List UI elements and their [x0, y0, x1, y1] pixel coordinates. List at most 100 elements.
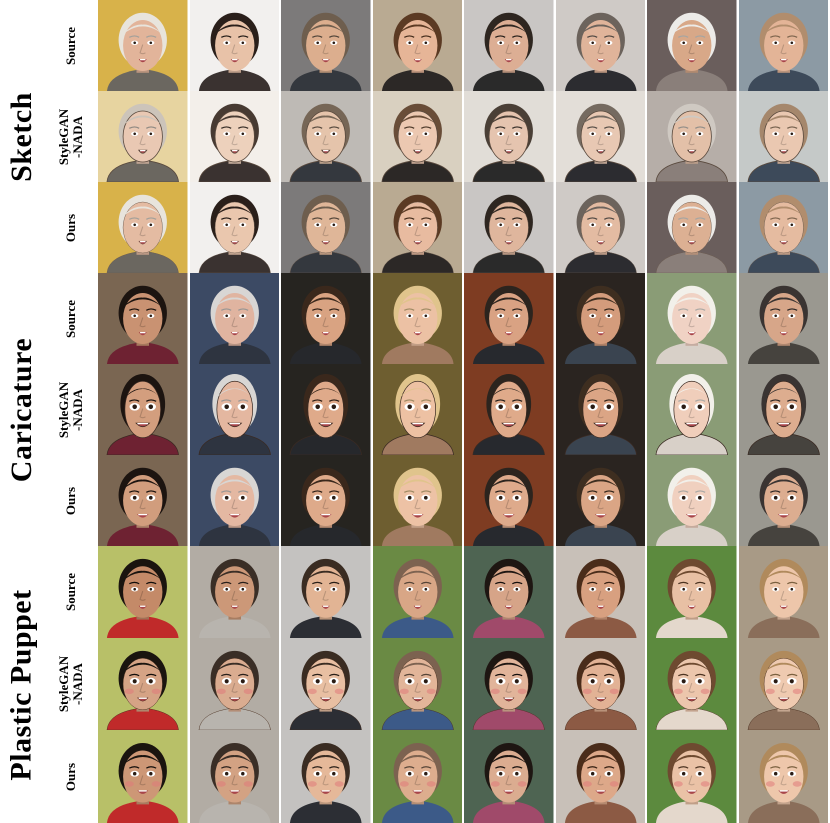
portrait-image	[98, 364, 188, 455]
portrait-image	[464, 364, 554, 455]
portrait-image	[647, 182, 737, 273]
portrait-image	[98, 91, 188, 182]
portrait-image	[189, 546, 279, 638]
image-row	[98, 546, 828, 638]
group-sketch: Sketch Source	[0, 0, 830, 273]
portrait-image	[647, 273, 737, 364]
row-source: Source	[0, 546, 830, 638]
portrait-image	[372, 91, 462, 182]
portrait-image	[555, 455, 645, 546]
portrait-image	[98, 273, 188, 364]
portrait-image	[555, 364, 645, 455]
image-row	[98, 91, 828, 182]
portrait-image	[464, 182, 554, 273]
portrait-image	[555, 182, 645, 273]
portrait-image	[464, 273, 554, 364]
portrait-image	[98, 546, 188, 638]
row-label: StyleGAN -NADA	[56, 655, 85, 713]
portrait-image	[738, 273, 828, 364]
portrait-image	[372, 546, 462, 638]
portrait-image	[464, 91, 554, 182]
portrait-image	[372, 364, 462, 455]
row-label: Source	[62, 299, 78, 338]
image-row	[98, 273, 828, 364]
portrait-image	[189, 455, 279, 546]
row-label: Ours	[62, 762, 78, 791]
image-row	[98, 455, 828, 546]
row-stylegan-nada: StyleGAN -NADA	[0, 364, 830, 455]
row-source: Source	[0, 0, 830, 91]
portrait-image	[647, 364, 737, 455]
row-label: StyleGAN -NADA	[56, 381, 85, 438]
portrait-image	[372, 182, 462, 273]
portrait-image	[281, 91, 371, 182]
portrait-image	[555, 273, 645, 364]
portrait-image	[738, 182, 828, 273]
portrait-image	[738, 730, 828, 823]
portrait-image	[281, 0, 371, 91]
portrait-image	[281, 455, 371, 546]
row-label: Source	[62, 26, 78, 65]
portrait-image	[464, 455, 554, 546]
portrait-image	[281, 182, 371, 273]
portrait-image	[555, 730, 645, 823]
portrait-image	[464, 546, 554, 638]
portrait-image	[738, 91, 828, 182]
row-stylegan-nada: StyleGAN -NADA	[0, 91, 830, 182]
row-ours: Ours	[0, 455, 830, 546]
portrait-image	[98, 0, 188, 91]
portrait-image	[372, 273, 462, 364]
image-row	[98, 730, 828, 823]
portrait-image	[189, 273, 279, 364]
row-label: Ours	[62, 486, 78, 515]
portrait-image	[372, 0, 462, 91]
portrait-image	[555, 91, 645, 182]
portrait-image	[281, 273, 371, 364]
portrait-image	[555, 638, 645, 730]
portrait-image	[464, 0, 554, 91]
portrait-image	[647, 638, 737, 730]
portrait-image	[281, 730, 371, 823]
portrait-image	[555, 0, 645, 91]
portrait-image	[98, 182, 188, 273]
portrait-image	[647, 730, 737, 823]
portrait-image	[372, 455, 462, 546]
portrait-image	[189, 0, 279, 91]
image-row	[98, 0, 828, 91]
portrait-image	[738, 455, 828, 546]
row-label: StyleGAN -NADA	[56, 108, 85, 165]
portrait-image	[372, 638, 462, 730]
portrait-image	[189, 182, 279, 273]
portrait-image	[647, 455, 737, 546]
image-row	[98, 182, 828, 273]
row-label: Source	[62, 572, 78, 612]
portrait-image	[281, 638, 371, 730]
portrait-image	[372, 730, 462, 823]
portrait-image	[98, 455, 188, 546]
portrait-image	[647, 0, 737, 91]
group-plastic-puppet: Plastic Puppet Source	[0, 546, 830, 823]
portrait-image	[738, 364, 828, 455]
image-row	[98, 638, 828, 730]
portrait-image	[281, 546, 371, 638]
group-caricature: Caricature Source	[0, 273, 830, 546]
portrait-image	[738, 638, 828, 730]
row-source: Source	[0, 273, 830, 364]
portrait-image	[281, 364, 371, 455]
portrait-image	[464, 638, 554, 730]
portrait-image	[189, 91, 279, 182]
portrait-image	[738, 546, 828, 638]
row-ours: Ours	[0, 730, 830, 823]
row-label: Ours	[62, 213, 78, 242]
portrait-image	[189, 730, 279, 823]
row-stylegan-nada: StyleGAN -NADA	[0, 638, 830, 730]
portrait-image	[98, 638, 188, 730]
portrait-image	[738, 0, 828, 91]
portrait-image	[464, 730, 554, 823]
portrait-image	[189, 364, 279, 455]
row-ours: Ours	[0, 182, 830, 273]
portrait-image	[647, 91, 737, 182]
portrait-image	[555, 546, 645, 638]
image-row	[98, 364, 828, 455]
portrait-image	[98, 730, 188, 823]
